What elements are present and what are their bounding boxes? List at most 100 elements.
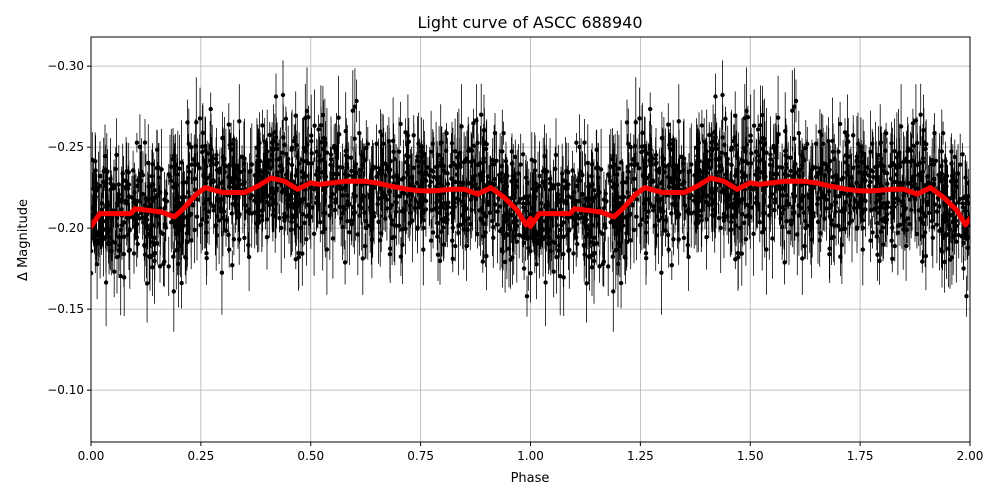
data-point bbox=[219, 181, 224, 186]
data-point bbox=[322, 174, 327, 179]
data-point bbox=[449, 141, 455, 146]
data-point bbox=[800, 194, 806, 199]
data-point bbox=[305, 142, 310, 147]
data-point bbox=[481, 128, 487, 133]
data-point bbox=[813, 141, 819, 146]
data-point bbox=[659, 270, 664, 275]
data-point bbox=[259, 213, 264, 218]
data-point bbox=[91, 248, 94, 254]
data-point bbox=[666, 184, 671, 189]
data-point bbox=[762, 140, 768, 146]
data-point bbox=[895, 223, 901, 228]
data-point bbox=[473, 181, 478, 187]
data-point bbox=[462, 218, 467, 223]
data-point bbox=[517, 232, 522, 238]
data-point bbox=[246, 254, 252, 260]
data-point bbox=[937, 173, 942, 179]
data-point bbox=[227, 247, 232, 252]
data-point bbox=[227, 162, 232, 168]
data-point bbox=[185, 176, 191, 181]
data-point bbox=[216, 218, 222, 223]
data-point bbox=[337, 204, 343, 209]
data-point bbox=[477, 208, 482, 213]
data-point bbox=[226, 122, 231, 127]
data-point bbox=[330, 236, 336, 241]
data-point bbox=[623, 180, 629, 185]
data-point bbox=[904, 227, 910, 233]
data-point bbox=[687, 169, 693, 174]
data-point bbox=[644, 219, 649, 225]
data-point bbox=[512, 224, 518, 229]
data-point bbox=[840, 175, 846, 180]
data-point bbox=[194, 214, 200, 219]
data-point bbox=[635, 162, 640, 167]
data-point bbox=[710, 212, 715, 218]
data-point bbox=[174, 248, 179, 253]
data-point bbox=[734, 153, 739, 159]
data-point bbox=[179, 280, 184, 286]
data-point bbox=[733, 173, 738, 178]
data-point bbox=[784, 202, 789, 208]
data-point bbox=[361, 194, 366, 199]
data-point bbox=[232, 169, 237, 174]
data-point bbox=[725, 161, 730, 166]
data-point bbox=[879, 183, 884, 189]
data-point bbox=[808, 219, 813, 224]
data-point bbox=[919, 205, 924, 211]
data-point bbox=[369, 219, 374, 224]
data-point bbox=[340, 193, 346, 198]
data-point bbox=[669, 211, 674, 216]
data-point bbox=[500, 232, 506, 237]
data-point bbox=[551, 269, 556, 274]
data-point bbox=[379, 171, 384, 177]
data-point bbox=[267, 132, 272, 138]
data-point bbox=[350, 108, 355, 113]
data-point bbox=[558, 273, 563, 279]
data-point bbox=[94, 262, 100, 267]
data-point bbox=[347, 230, 352, 235]
data-point bbox=[419, 149, 424, 154]
data-point bbox=[868, 238, 873, 243]
data-point bbox=[836, 149, 841, 154]
data-point bbox=[760, 187, 765, 193]
data-point bbox=[883, 148, 888, 153]
data-point bbox=[149, 174, 155, 179]
data-point bbox=[620, 180, 625, 185]
data-point bbox=[863, 178, 868, 183]
data-point bbox=[328, 152, 334, 157]
data-point bbox=[532, 235, 537, 240]
data-point bbox=[911, 143, 916, 148]
data-point bbox=[668, 141, 673, 146]
data-point bbox=[916, 208, 921, 213]
data-point bbox=[418, 184, 423, 189]
data-point bbox=[882, 170, 887, 175]
data-point bbox=[441, 242, 447, 247]
data-point bbox=[513, 183, 518, 188]
data-point bbox=[260, 123, 265, 128]
data-point bbox=[565, 232, 570, 237]
data-point bbox=[500, 149, 505, 154]
data-point bbox=[200, 130, 206, 136]
data-point bbox=[649, 159, 654, 165]
data-point bbox=[510, 173, 515, 179]
data-point bbox=[460, 199, 466, 204]
data-point bbox=[547, 181, 553, 186]
data-point bbox=[375, 201, 380, 207]
data-point bbox=[796, 131, 801, 136]
data-point bbox=[274, 188, 279, 194]
data-point bbox=[249, 162, 254, 167]
data-point bbox=[384, 197, 390, 202]
data-point bbox=[706, 202, 711, 208]
x-tick-label: 0.00 bbox=[78, 449, 105, 463]
data-point bbox=[232, 186, 237, 191]
data-point bbox=[466, 216, 471, 221]
data-point bbox=[952, 224, 957, 229]
data-point bbox=[631, 156, 636, 162]
data-point bbox=[237, 119, 242, 124]
data-point bbox=[211, 204, 216, 209]
data-point bbox=[658, 206, 663, 211]
data-point bbox=[263, 151, 268, 157]
data-point bbox=[777, 204, 782, 209]
data-point bbox=[162, 259, 167, 264]
data-point bbox=[631, 227, 637, 233]
